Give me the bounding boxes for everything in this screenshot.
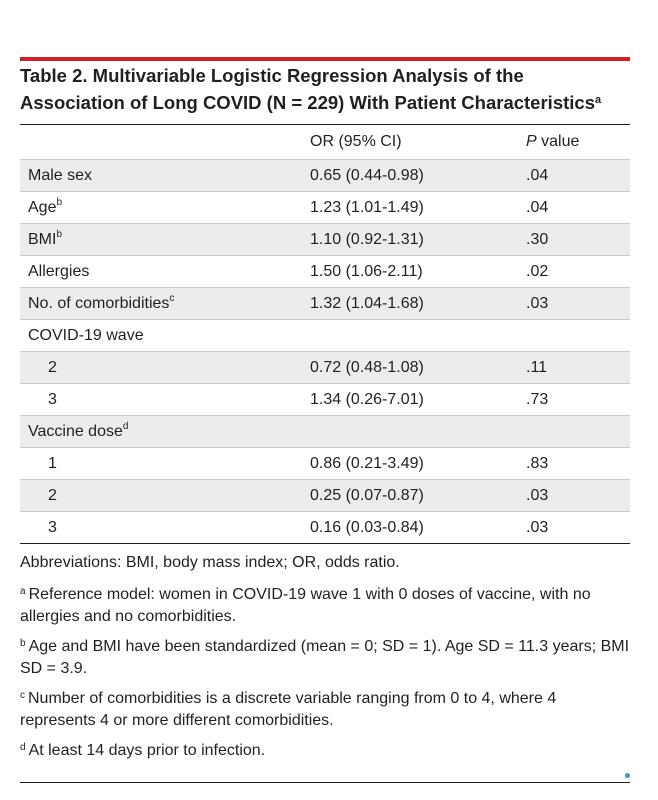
row-label: Ageb	[20, 192, 310, 224]
row-label-text: 2	[48, 486, 57, 504]
row-label: 3	[20, 512, 310, 544]
row-label-text: BMI	[28, 230, 57, 248]
footnote-c-text: Number of comorbidities is a discrete va…	[20, 690, 557, 729]
table-row: COVID-19 wave	[20, 319, 630, 352]
footnote-d-mark: d	[20, 742, 26, 753]
row-p-value	[526, 320, 630, 352]
table-row: No. of comorbiditiesc 1.32 (1.04-1.68) .03	[20, 287, 630, 320]
table-row: 3 1.34 (0.26-7.01) .73	[20, 383, 630, 416]
table-row: Ageb 1.23 (1.01-1.49) .04	[20, 191, 630, 224]
row-or-value	[310, 320, 526, 352]
footnote-b-mark: b	[20, 638, 26, 649]
row-p-value: .30	[526, 230, 549, 248]
row-p-value: .02	[526, 262, 549, 280]
page-end-rule	[20, 782, 630, 783]
table-row: 2 0.72 (0.48-1.08) .11	[20, 351, 630, 384]
row-footnote-mark: d	[122, 420, 129, 432]
row-label: Allergies	[20, 256, 310, 288]
table-title-text: Table 2. Multivariable Logistic Regressi…	[20, 65, 595, 113]
row-label: Male sex	[20, 160, 310, 192]
row-or-value: 1.10 (0.92-1.31)	[310, 230, 424, 248]
row-label: 3	[20, 384, 310, 416]
row-label-text: 3	[48, 518, 57, 536]
row-label-text: Age	[28, 198, 57, 216]
footnote-b-text: Age and BMI have been standardized (mean…	[20, 638, 630, 677]
row-p-value: .83	[526, 454, 549, 472]
footnote-a: a Reference model: women in COVID-19 wave…	[20, 584, 635, 628]
row-p-value: .03	[526, 486, 549, 504]
footnote-a-mark: a	[20, 586, 26, 597]
header-or: OR (95% CI)	[310, 125, 526, 160]
footnote-c-mark: c	[20, 690, 25, 701]
row-label: Vaccine dosed	[20, 416, 310, 448]
row-label: 2	[20, 352, 310, 384]
decorative-dot	[625, 773, 630, 778]
footnote-d-text: At least 14 days prior to infection.	[28, 742, 266, 759]
row-or-value: 0.25 (0.07-0.87)	[310, 486, 424, 504]
footnote-b: b Age and BMI have been standardized (mea…	[20, 636, 635, 680]
table-bottom-rule	[20, 543, 630, 544]
row-or-value: 0.72 (0.48-1.08)	[310, 358, 424, 376]
row-label-text: No. of comorbidities	[28, 294, 170, 312]
row-or-value	[310, 416, 526, 448]
row-or-value: 1.23 (1.01-1.49)	[310, 198, 424, 216]
table-notes: Abbreviations: BMI, body mass index; OR,…	[20, 552, 635, 770]
row-p-value: .03	[526, 518, 549, 536]
row-or-value: 1.32 (1.04-1.68)	[310, 294, 424, 312]
header-p-rest: value	[536, 133, 580, 150]
table-top-rule	[20, 124, 630, 125]
row-p-value: .04	[526, 166, 549, 184]
title-accent-rule	[20, 57, 630, 61]
row-label: 2	[20, 480, 310, 512]
row-label: COVID-19 wave	[20, 320, 310, 352]
row-label-text: Allergies	[28, 262, 90, 280]
table-header-row: OR (95% CI) P value	[20, 125, 630, 160]
row-or-value: 0.86 (0.21-3.49)	[310, 454, 424, 472]
row-p-value: .73	[526, 390, 549, 408]
footnote-a-text: Reference model: women in COVID-19 wave …	[20, 586, 591, 625]
row-or-value: 1.34 (0.26-7.01)	[310, 390, 424, 408]
table-row: 3 0.16 (0.03-0.84) .03	[20, 511, 630, 544]
row-or-value: 0.65 (0.44-0.98)	[310, 166, 424, 184]
row-label-text: 3	[48, 390, 57, 408]
footnote-d: d At least 14 days prior to infection.	[20, 740, 635, 762]
table-row: Vaccine dosed	[20, 415, 630, 448]
title-footnote-mark: a	[594, 94, 602, 106]
table-title: Table 2. Multivariable Logistic Regressi…	[20, 62, 632, 116]
regression-table: OR (95% CI) P value Male sex 0.65 (0.44-0…	[20, 124, 630, 544]
table-row: BMIb 1.10 (0.92-1.31) .30	[20, 223, 630, 256]
footnote-c: c Number of comorbidities is a discrete v…	[20, 688, 635, 732]
row-footnote-mark: c	[169, 292, 175, 304]
row-label-text: 1	[48, 454, 57, 472]
row-or-value: 1.50 (1.06-2.11)	[310, 262, 423, 280]
row-p-value: .04	[526, 198, 549, 216]
row-p-value: .03	[526, 294, 549, 312]
row-p-value: .11	[526, 358, 548, 376]
row-label: BMIb	[20, 224, 310, 256]
row-label-text: 2	[48, 358, 57, 376]
row-label: No. of comorbiditiesc	[20, 288, 310, 320]
table-row: Allergies 1.50 (1.06-2.11) .02	[20, 255, 630, 288]
row-footnote-mark: b	[56, 196, 63, 208]
table-row: 1 0.86 (0.21-3.49) .83	[20, 447, 630, 480]
table-row: 2 0.25 (0.07-0.87) .03	[20, 479, 630, 512]
row-p-value	[526, 416, 630, 448]
row-label: 1	[20, 448, 310, 480]
row-label-text: Male sex	[28, 166, 93, 184]
abbreviations-note: Abbreviations: BMI, body mass index; OR,…	[20, 554, 400, 571]
header-variable	[20, 125, 310, 160]
header-p-value: P value	[526, 125, 630, 160]
header-p-italic: P	[526, 133, 537, 150]
row-label-text: Vaccine dose	[28, 422, 123, 440]
table-body: Male sex 0.65 (0.44-0.98) .04 Ageb 1.23 (1.0…	[20, 159, 630, 544]
row-footnote-mark: b	[56, 228, 63, 240]
row-or-value: 0.16 (0.03-0.84)	[310, 518, 424, 536]
row-label-text: COVID-19 wave	[28, 326, 144, 344]
table-row: Male sex 0.65 (0.44-0.98) .04	[20, 159, 630, 192]
